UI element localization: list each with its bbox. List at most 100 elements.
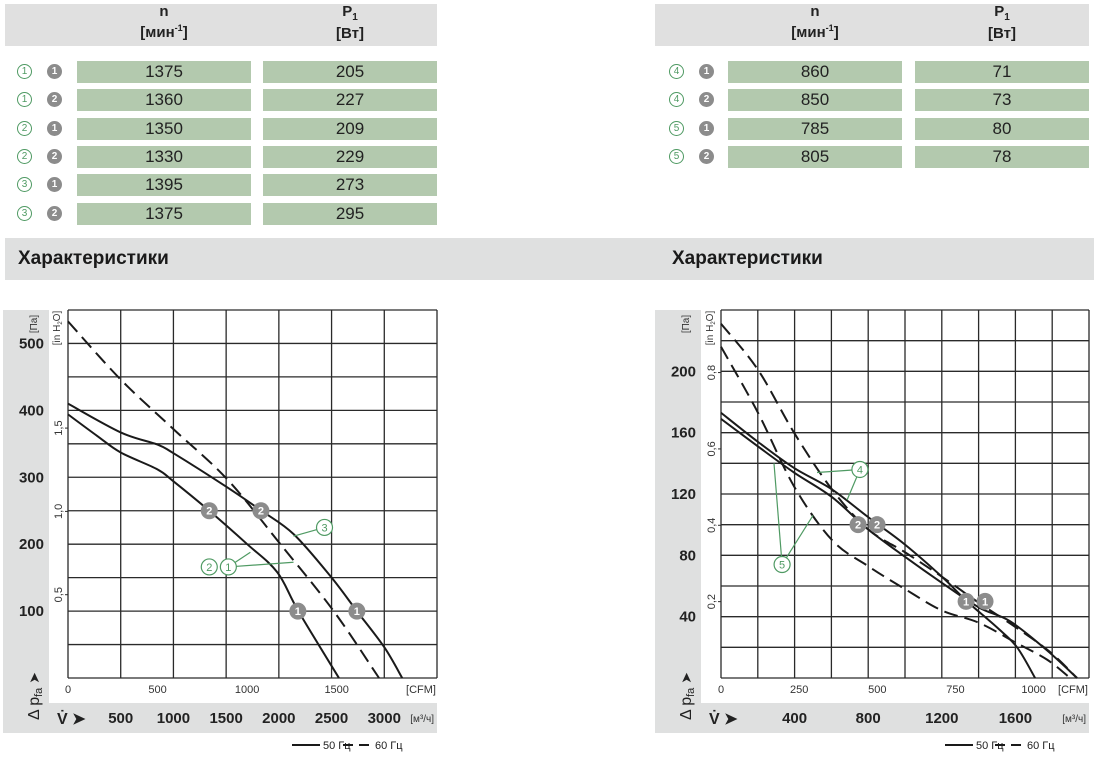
- table-row: 1 2 1360 227: [0, 89, 1094, 112]
- section-band: [5, 238, 1094, 280]
- y-tick-label: 300: [19, 469, 44, 486]
- x-tick-label: 2500: [315, 710, 348, 727]
- curve-number-badge: 3: [17, 205, 32, 221]
- x2-tick-label: 500: [148, 684, 166, 696]
- operating-point-marker: [868, 516, 886, 534]
- power-unit: [Вт]: [336, 25, 364, 42]
- callout-leader: [773, 463, 783, 565]
- series-curve: [67, 320, 380, 679]
- y-axis-sub: fa: [685, 687, 697, 697]
- legend-label: 60 Гц: [1027, 740, 1055, 752]
- x-unit-label: [м³/ч]: [410, 714, 434, 725]
- curve-number-badge: 3: [17, 177, 32, 193]
- x-axis-label: V̇ ➤: [709, 710, 738, 728]
- curve-number-badge: 4: [669, 64, 684, 79]
- operating-point-badge: 1: [47, 177, 62, 193]
- series-curve: [720, 346, 1071, 679]
- power-cell: 227: [263, 89, 437, 112]
- legend-label: 50 Гц: [323, 740, 351, 752]
- y-tick-label: 40: [679, 609, 696, 626]
- callout-leader: [228, 561, 294, 568]
- curve-callout-label: 3: [321, 522, 327, 534]
- operating-point-badge: 1: [47, 120, 62, 136]
- operating-point-label: 1: [963, 596, 969, 608]
- curve-callout-label: 2: [206, 562, 212, 574]
- operating-point-label: 1: [982, 596, 988, 608]
- series-curve: [720, 411, 1036, 679]
- y-tick-label: 80: [679, 547, 696, 564]
- power-symbol: P: [342, 3, 353, 20]
- x2-tick-label: 250: [790, 684, 808, 696]
- speed-cell: 1395: [77, 174, 251, 197]
- operating-point-badge: 2: [47, 92, 62, 108]
- x-unit-label: [м³/ч]: [1062, 714, 1086, 725]
- speed-unit-exp: -1: [174, 23, 183, 33]
- curve-number-badge: 4: [669, 92, 684, 108]
- table-row: 5 1 785 80: [0, 117, 1094, 140]
- table-row: 1 1 1375 205: [0, 61, 1094, 83]
- callout-leader: [781, 515, 814, 565]
- curve-callout-circle: [200, 558, 218, 576]
- arrow-icon: ➤: [26, 672, 42, 684]
- left-table-header: [5, 4, 437, 46]
- curve-callout-circle: [315, 518, 334, 537]
- y2-unit-prefix: [in H: [52, 325, 63, 346]
- y-tick-label: 160: [671, 425, 696, 442]
- speed-unit-end: ]: [182, 24, 188, 41]
- operating-point-marker: [957, 592, 975, 610]
- power-cell: 209: [263, 117, 437, 140]
- table-row: 2 1 1350 209: [0, 117, 1094, 140]
- y-axis-band: [655, 310, 701, 733]
- y-axis-sub: fa: [33, 687, 45, 697]
- speed-cell: 1375: [77, 61, 251, 83]
- curve-number-badge: 5: [669, 120, 684, 136]
- y2-unit-label: [in H2O]: [705, 311, 717, 346]
- power-symbol: P: [994, 3, 1005, 20]
- y2-unit-sub: 2: [58, 321, 64, 325]
- x2-unit-label: [CFM]: [1058, 684, 1088, 696]
- y2-tick-label: 1,5: [53, 420, 65, 435]
- y-axis-symbol: Δ p: [26, 697, 43, 720]
- section-title-right: Характеристики: [672, 248, 823, 269]
- table-row: 3 2 1375 295: [0, 202, 1094, 225]
- operating-point-label: 2: [855, 520, 861, 532]
- operating-point-badge: 1: [699, 64, 714, 79]
- y-axis-symbol: Δ p: [678, 697, 695, 720]
- power-cell: 295: [263, 202, 437, 225]
- y-tick-label: 120: [671, 486, 696, 503]
- header-speed: n [мин-1]: [77, 4, 251, 41]
- operating-point-badge: 2: [47, 205, 62, 221]
- y2-unit-prefix: [in H: [705, 325, 716, 346]
- table-row: 4 1 860 71: [0, 61, 1094, 83]
- y2-unit-suffix: O]: [705, 311, 716, 322]
- speed-cell: 805: [728, 145, 902, 168]
- speed-cell: 1350: [77, 117, 251, 140]
- operating-point-marker: [200, 502, 218, 520]
- y-unit-label: [Па]: [681, 315, 692, 334]
- section-title-left: Характеристики: [18, 248, 169, 269]
- operating-point-badge: 1: [699, 120, 714, 136]
- curve-callout-circle: [851, 460, 869, 479]
- operating-point-label: 1: [354, 606, 360, 618]
- curve-callout-label: 5: [779, 560, 785, 572]
- y2-unit-label: [in H2O]: [52, 311, 64, 346]
- table-row: 2 2 1330 229: [0, 145, 1094, 168]
- operating-point-marker: [289, 602, 307, 620]
- y-axis-band: [3, 310, 49, 733]
- power-cell: 205: [263, 61, 437, 83]
- x2-tick-label: 750: [946, 684, 964, 696]
- x-tick-label: 1500: [209, 710, 242, 727]
- y-tick-label: 200: [671, 363, 696, 380]
- y2-tick-label: 1,0: [53, 504, 65, 519]
- y-tick-label: 200: [19, 536, 44, 553]
- y-axis-label: Δ pfa ➤: [678, 672, 697, 720]
- curve-number-badge: 1: [17, 92, 32, 108]
- y2-tick-label: 0,5: [53, 587, 65, 602]
- x-axis-label: V̇ ➤: [57, 710, 86, 728]
- operating-point-marker: [849, 516, 867, 534]
- y-tick-label: 500: [19, 335, 44, 352]
- operating-point-marker: [252, 502, 270, 520]
- table-row: 4 2 850 73: [0, 89, 1094, 112]
